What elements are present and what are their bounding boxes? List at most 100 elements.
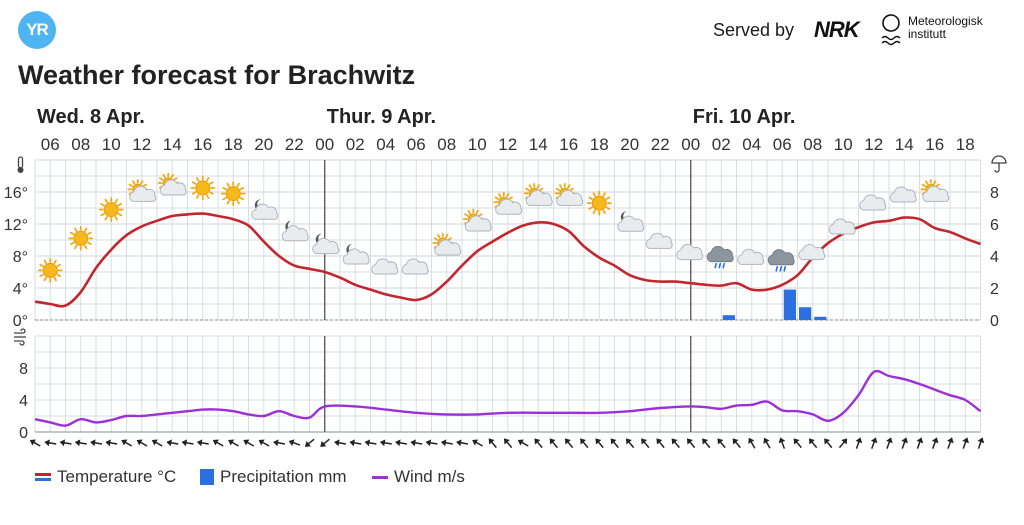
hour-tick-label: 10 xyxy=(834,135,853,154)
cloud-icon xyxy=(737,248,765,265)
umbrella-icon xyxy=(991,155,1007,173)
wind-arrow-icon xyxy=(763,437,771,449)
legend-precipitation: Precipitation mm xyxy=(200,467,347,487)
forecast-chart: Wed. 8 Apr. Thur. 9 Apr. Fri. 10 Apr. 06 08 1… xyxy=(4,106,1007,449)
wind-arrow-icon xyxy=(228,439,239,447)
wind-arrow-icon xyxy=(901,437,908,449)
wind-arrow-icon xyxy=(595,438,604,449)
partly-cloudy-day-icon xyxy=(462,208,492,232)
wind-arrow-icon xyxy=(59,439,72,447)
hour-tick-label: 00 xyxy=(681,135,700,154)
day-label: Fri. 10 Apr. xyxy=(693,106,796,128)
wind-arrow-icon xyxy=(977,437,985,449)
wind-arrow-icon xyxy=(349,439,362,447)
hour-tick-label: 00 xyxy=(315,135,334,154)
rain-cloud-icon xyxy=(706,246,734,269)
partly-cloudy-night-icon xyxy=(281,220,309,242)
cloud-icon xyxy=(645,232,673,249)
nrk-logo[interactable]: NRK xyxy=(814,17,860,42)
chart-grid xyxy=(34,159,981,433)
partly-cloudy-night-icon xyxy=(312,233,340,255)
wind-arrow-icon xyxy=(947,437,954,449)
hour-tick-label: 22 xyxy=(285,135,304,154)
met-institute-icon xyxy=(881,14,901,46)
wind-arrow-icon xyxy=(916,437,924,449)
wind-arrow-icon xyxy=(90,439,103,447)
wind-arrow-icon xyxy=(808,438,818,449)
wind-arrow-icon xyxy=(534,438,543,449)
wind-arrow-icon xyxy=(838,438,848,449)
partly-cloudy-day-icon xyxy=(554,182,584,206)
hour-tick-label: 18 xyxy=(956,135,975,154)
temperature-tick-label: 16° xyxy=(4,185,28,202)
wind-arrow-icon xyxy=(121,439,133,447)
partly-cloudy-day-icon xyxy=(523,182,553,206)
wind-arrow-icon xyxy=(395,439,408,447)
wind-arrow-icon xyxy=(503,438,513,449)
precipitation-bar xyxy=(799,307,812,320)
wind-arrow-icon xyxy=(334,439,347,447)
partly-cloudy-day-icon xyxy=(157,172,187,196)
cloud-icon xyxy=(889,186,917,203)
partly-cloudy-night-icon xyxy=(251,199,279,220)
wind-tick-label: 8 xyxy=(19,361,28,378)
wind-arrow-icon xyxy=(870,437,878,449)
hour-tick-label: 02 xyxy=(346,135,365,154)
wind-arrow-icon xyxy=(931,437,939,449)
temperature-swatch-icon xyxy=(35,473,51,481)
yr-logo-text: YR xyxy=(26,20,49,39)
wind-arrow-icon xyxy=(105,439,118,447)
wind-arrow-icon xyxy=(258,439,270,447)
wind-arrow-icon xyxy=(686,438,696,449)
wind-arrow-icon xyxy=(641,438,650,449)
hour-tick-label: 16 xyxy=(925,135,944,154)
wind-arrow-icon xyxy=(962,437,969,449)
day-label: Thur. 9 Apr. xyxy=(327,106,436,128)
hour-tick-label: 04 xyxy=(376,135,395,154)
partly-cloudy-day-icon xyxy=(920,178,950,202)
wind-arrow-icon xyxy=(288,439,301,446)
wind-arrow-icon xyxy=(472,439,483,447)
precipitation-tick-label: 4 xyxy=(990,249,999,266)
wind-arrow-icon xyxy=(625,438,635,449)
wind-arrow-icon xyxy=(488,438,497,449)
partly-cloudy-day-icon xyxy=(127,178,157,202)
wind-series xyxy=(34,369,982,427)
sun-icon xyxy=(37,257,63,283)
wind-arrow-icon xyxy=(517,439,529,447)
wind-arrow-icon xyxy=(580,438,589,449)
met-institute-logo[interactable]: Meteorologisk institutt xyxy=(908,14,983,41)
hour-tick-label: 20 xyxy=(620,135,639,154)
wind-arrow-icon xyxy=(440,439,453,447)
legend-wind-label: Wind m/s xyxy=(394,467,465,486)
precipitation-bar xyxy=(814,316,827,320)
hour-tick-label: 20 xyxy=(254,135,273,154)
hour-tick-label: 10 xyxy=(468,135,487,154)
day-label: Wed. 8 Apr. xyxy=(37,106,145,128)
cloud-icon xyxy=(371,258,399,275)
cloud-icon xyxy=(401,258,429,275)
thermometer-icon xyxy=(17,156,24,173)
wind-arrow-icon xyxy=(778,437,786,449)
precipitation-tick-label: 8 xyxy=(990,185,999,202)
yr-logo[interactable]: YR xyxy=(18,11,56,49)
cloud-icon xyxy=(828,218,856,235)
wind-arrow-icon xyxy=(304,438,315,447)
hour-tick-label: 08 xyxy=(71,135,90,154)
wind-arrow-icon xyxy=(379,439,392,447)
wind-arrow-icon xyxy=(564,438,574,449)
hour-tick-label: 04 xyxy=(742,135,761,154)
wind-arrow-icon xyxy=(212,439,224,447)
cloud-icon xyxy=(798,244,826,261)
hour-tick-label: 06 xyxy=(41,135,60,154)
hour-tick-label: 12 xyxy=(132,135,151,154)
wind-arrow-icon xyxy=(748,437,756,449)
hour-tick-label: 12 xyxy=(498,135,517,154)
temperature-series xyxy=(34,212,981,308)
wind-arrow-icon xyxy=(320,438,330,447)
wind-arrow-icon xyxy=(273,439,286,447)
partly-cloudy-night-icon xyxy=(342,244,370,265)
wind-arrow-icon xyxy=(855,437,863,449)
sun-icon xyxy=(220,181,246,207)
partly-cloudy-day-icon xyxy=(493,191,523,215)
